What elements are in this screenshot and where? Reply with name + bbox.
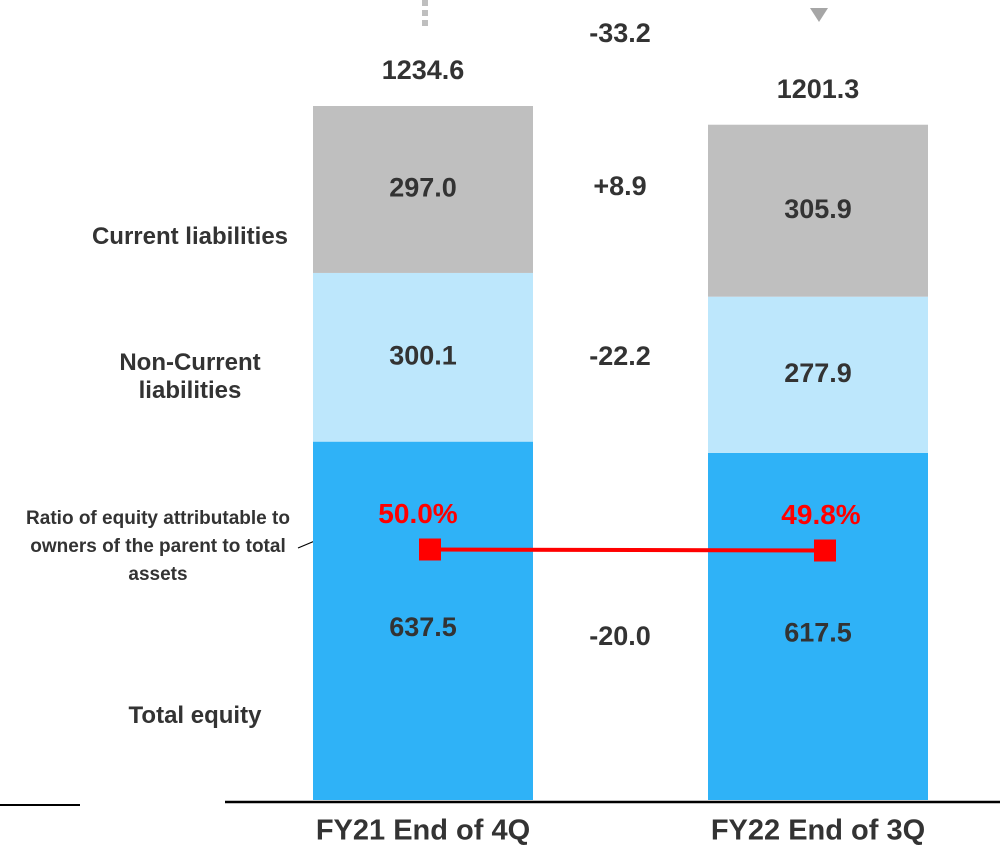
decoration [810,8,828,22]
bar-segment [708,124,928,297]
ratio-marker [419,538,441,561]
ratio-marker [814,539,836,562]
total-label: 1234.6 [382,55,465,85]
ratio-label: 49.8% [781,499,860,530]
bar-segment [708,452,928,800]
total-label: 1201.3 [777,74,860,104]
change-label: +8.9 [593,171,646,201]
x-tick-label: FY22 End of 3Q [711,815,925,847]
legend-label: Total equity [128,702,262,729]
bar-segment [313,441,533,800]
change-label: -22.2 [589,341,651,371]
value-label: 297.0 [389,173,457,203]
bar-segment [313,272,533,442]
total-change-label: -33.2 [589,18,651,48]
bar-segment [708,296,928,453]
ratio-line [429,547,826,553]
value-label: 637.5 [389,612,457,642]
value-label: 617.5 [784,618,852,648]
value-label: 277.9 [784,358,852,388]
value-label: 305.9 [784,194,852,224]
legend-label: Ratio of equity attributable to owners o… [26,508,290,585]
change-label: -20.0 [589,621,651,651]
bar-segment [313,106,533,273]
legend-label: Non-Current liabilities [119,349,261,404]
ratio-label: 50.0% [378,498,457,529]
value-label: 300.1 [389,340,457,370]
legend-label: Current liabilities [91,223,289,250]
x-tick-label: FY21 End of 4Q [316,815,530,847]
